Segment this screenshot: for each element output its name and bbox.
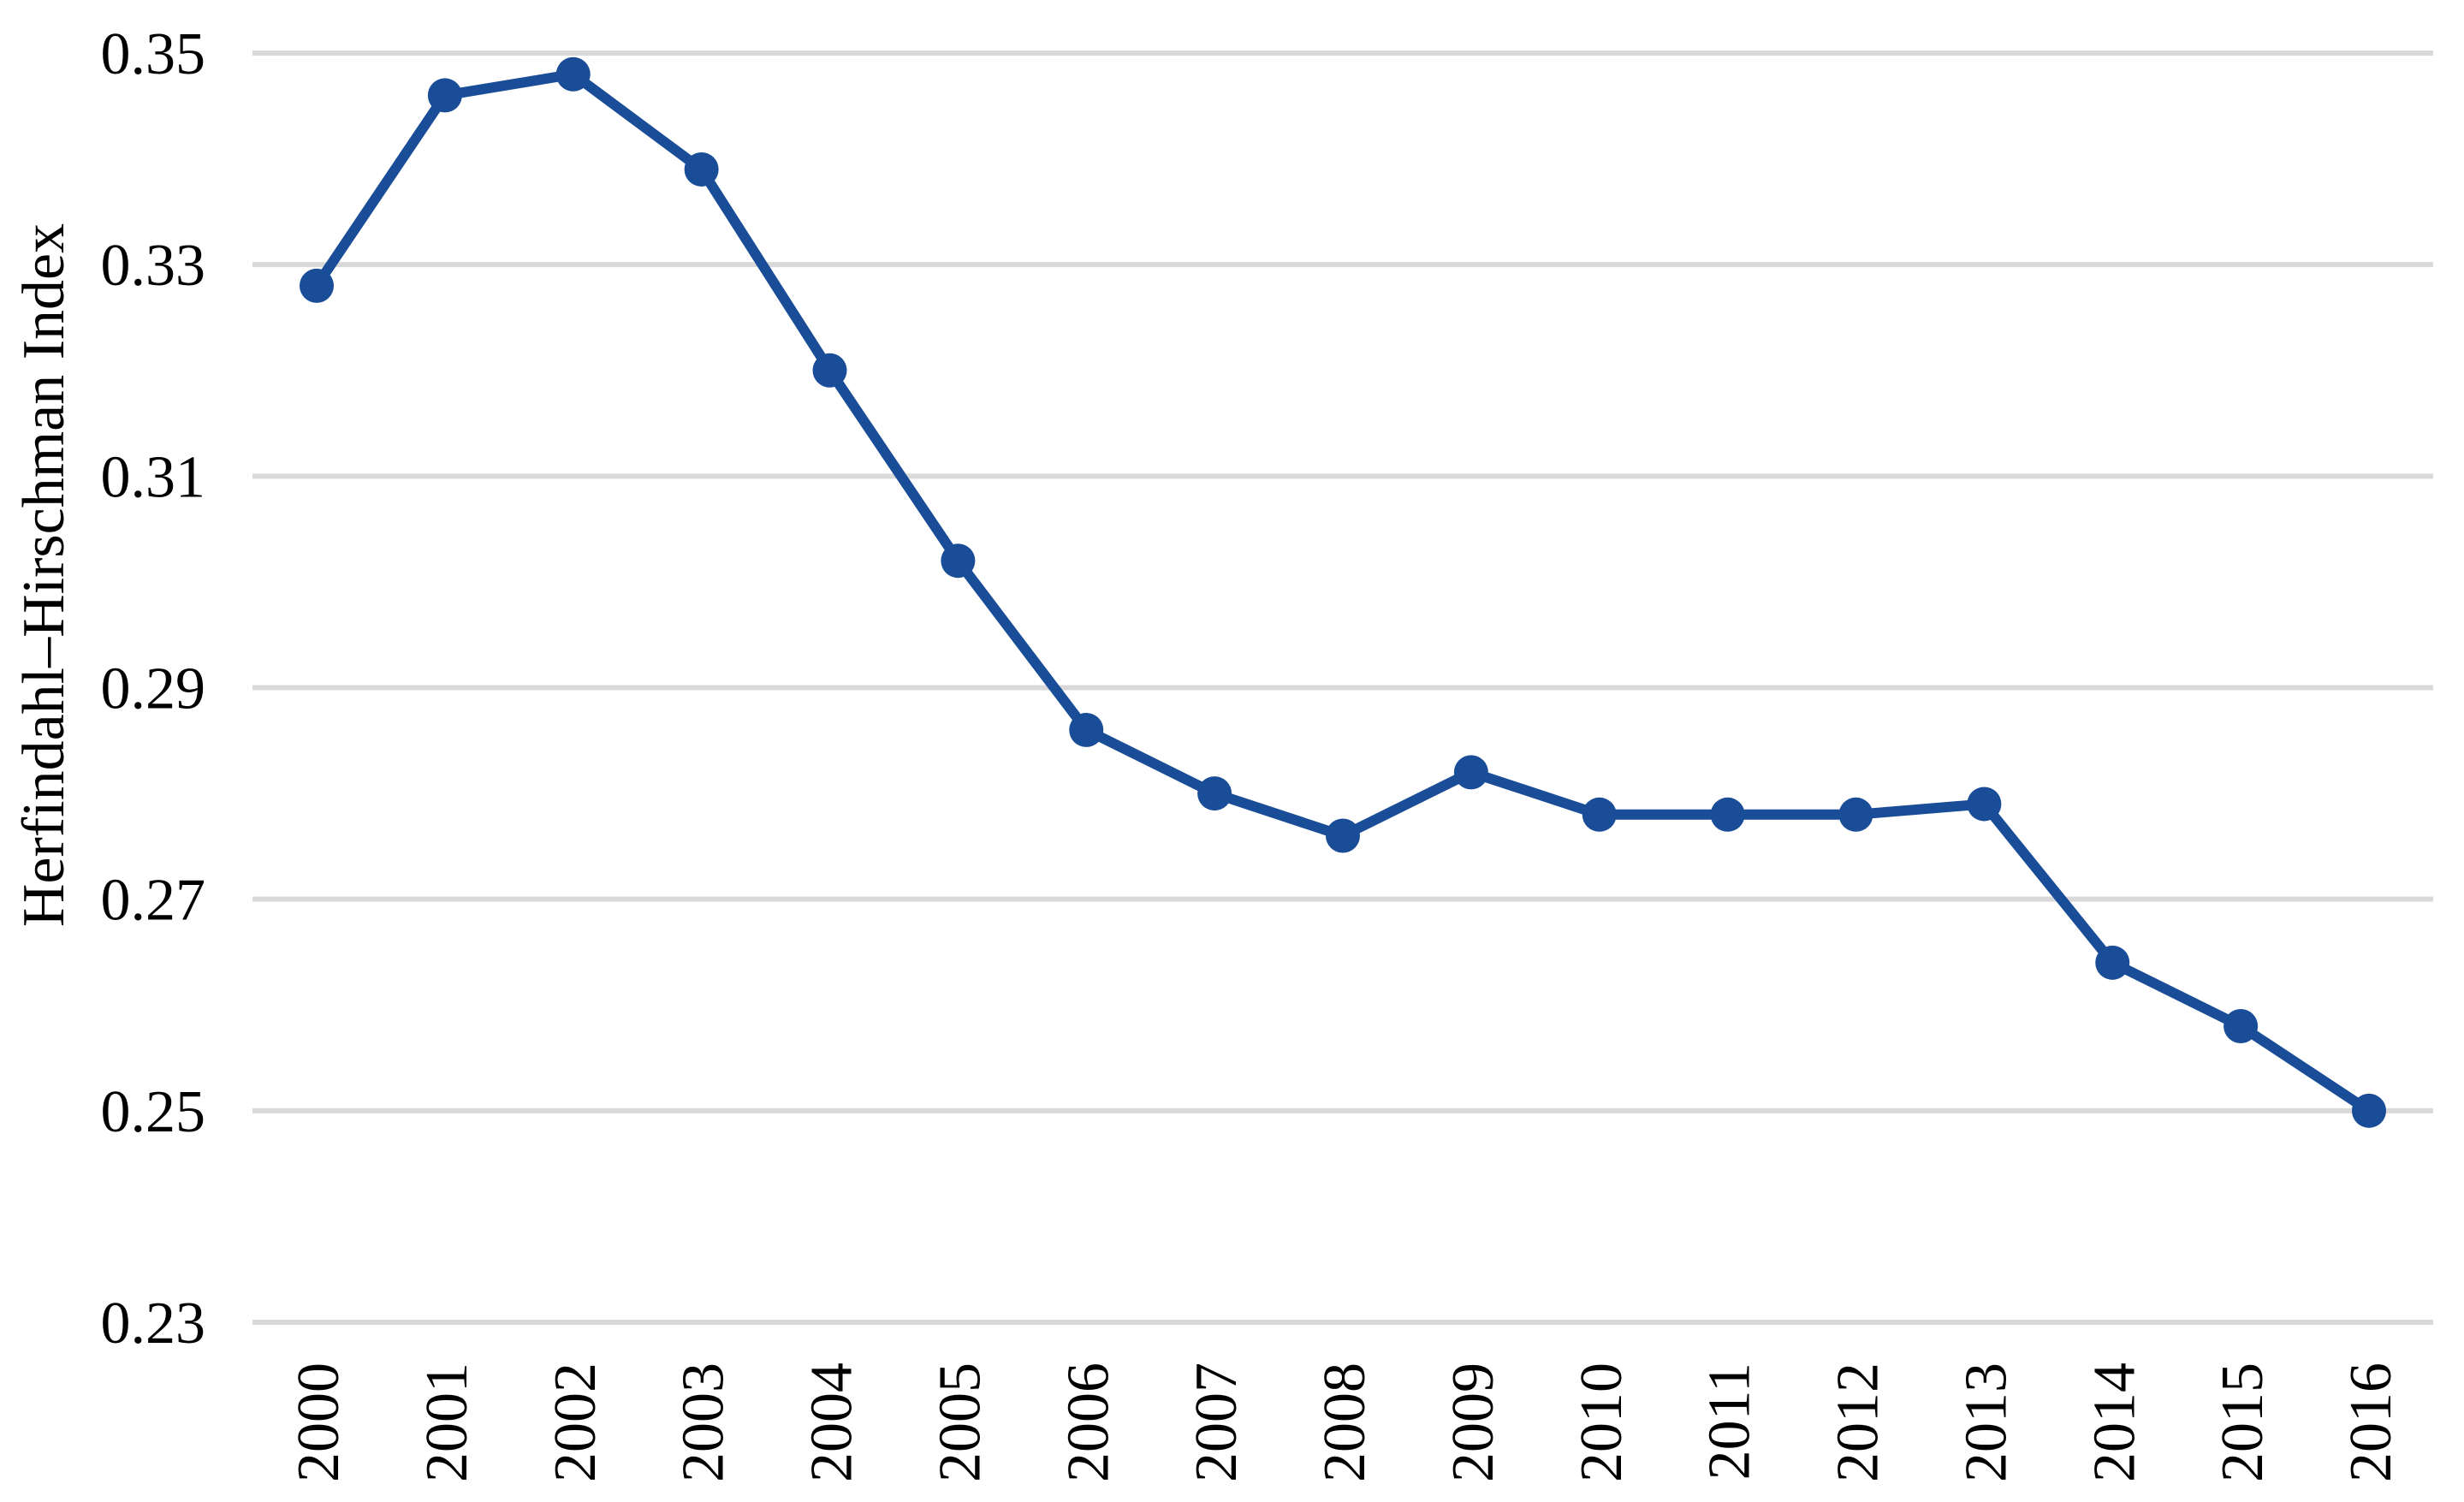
data-point-2008 [1326,818,1360,853]
data-point-2006 [1069,712,1104,747]
x-tick-label-2002: 2002 [543,1362,609,1482]
data-point-2000 [300,268,334,303]
data-point-2001 [427,78,462,113]
x-tick-label-2009: 2009 [1440,1362,1506,1482]
data-point-2002 [555,56,591,92]
x-tick-label-2003: 2003 [671,1362,737,1482]
y-tick-label: 0.29 [101,656,206,722]
x-tick-label-2008: 2008 [1312,1362,1378,1482]
x-tick-label-2004: 2004 [799,1362,865,1482]
data-point-2014 [2095,945,2130,980]
x-tick-label-2010: 2010 [1569,1362,1635,1482]
data-point-2010 [1582,797,1617,832]
data-point-2009 [1453,755,1488,790]
data-point-2013 [1967,787,2002,822]
series-line [312,68,2374,1116]
data-point-2012 [1838,797,1873,832]
data-point-2016 [2352,1093,2386,1128]
x-tick-label-2007: 2007 [1184,1362,1250,1482]
y-tick-label: 0.27 [101,868,206,934]
x-tick-label-2006: 2006 [1055,1362,1121,1482]
x-tick-label-2011: 2011 [1697,1362,1763,1480]
data-point-2015 [2224,1008,2259,1043]
data-point-2004 [812,353,847,388]
x-tick-label-2016: 2016 [2338,1362,2404,1482]
data-point-2011 [1710,797,1745,832]
y-tick-label: 0.25 [101,1079,206,1145]
y-tick-label: 0.31 [101,444,206,510]
x-tick-label-2000: 2000 [286,1362,352,1482]
data-point-2005 [941,543,976,579]
data-point-2007 [1197,776,1232,811]
data-point-2003 [684,151,719,187]
x-tick-label-2012: 2012 [1826,1362,1891,1482]
x-tick-label-2001: 2001 [414,1362,480,1482]
x-tick-label-2013: 2013 [1953,1362,2019,1482]
x-tick-label-2014: 2014 [2081,1362,2147,1482]
y-tick-label: 0.35 [101,21,206,87]
y-tick-label: 0.23 [101,1291,206,1357]
x-tick-label-2015: 2015 [2210,1362,2276,1482]
x-tick-label-2005: 2005 [927,1362,993,1482]
y-tick-label: 0.33 [101,233,206,299]
